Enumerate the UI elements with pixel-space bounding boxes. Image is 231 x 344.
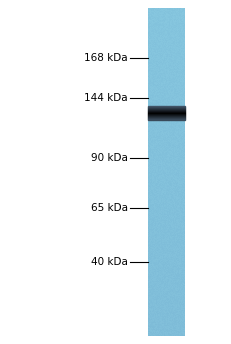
Bar [148,118,185,119]
Bar [148,119,185,120]
Text: 90 kDa: 90 kDa [91,153,128,163]
Bar [148,116,185,117]
Bar [148,114,185,115]
Bar [148,113,185,114]
Bar [148,107,185,108]
Text: 40 kDa: 40 kDa [91,257,128,267]
Text: 65 kDa: 65 kDa [91,203,128,213]
Bar [148,106,185,107]
Bar [148,111,185,112]
Bar [148,115,185,116]
Bar [148,110,185,111]
Text: 144 kDa: 144 kDa [84,93,128,103]
Bar [148,112,185,113]
Text: 168 kDa: 168 kDa [84,53,128,63]
Bar [148,117,185,118]
Bar [148,108,185,109]
Bar [148,109,185,110]
